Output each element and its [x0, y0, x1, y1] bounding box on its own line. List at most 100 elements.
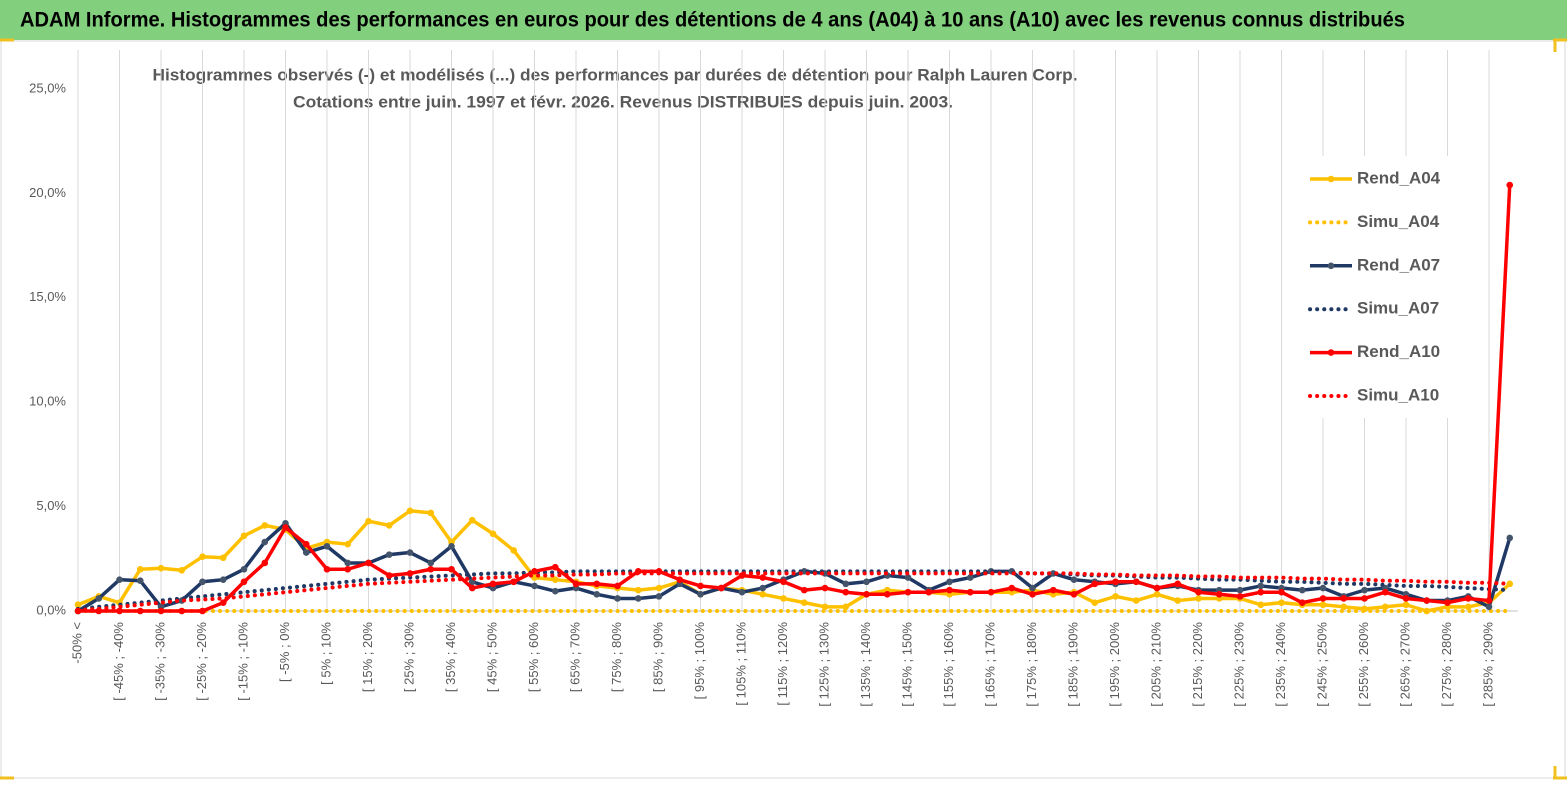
- y-tick-label: 15,0%: [29, 289, 66, 304]
- x-tick-label: [ 275% ; 280%: [1439, 622, 1454, 707]
- point: [385, 551, 393, 558]
- x-tick-label: [ 5% ; 10%: [318, 622, 333, 685]
- point: [551, 576, 559, 583]
- point: [199, 578, 206, 586]
- point: [489, 580, 497, 588]
- point: [365, 517, 372, 525]
- point: [759, 574, 767, 581]
- legend-label: Rend_A10: [1357, 342, 1440, 361]
- x-tick-label: [ 55% ; 60%: [526, 622, 541, 693]
- point: [593, 590, 601, 598]
- point: [1236, 593, 1244, 600]
- point: [946, 586, 953, 594]
- point: [240, 565, 248, 573]
- x-tick-label: [ 255% ; 260%: [1356, 622, 1371, 707]
- point: [1298, 586, 1306, 594]
- legend-label: Simu_A07: [1357, 299, 1439, 318]
- point: [1506, 534, 1514, 542]
- point: [489, 530, 497, 538]
- point: [531, 568, 538, 575]
- point: [863, 578, 870, 586]
- x-tick-label: [ 205% ; 210%: [1148, 622, 1163, 707]
- x-tick-label: [ 155% ; 160%: [941, 622, 956, 707]
- x-tick-label: [ 165% ; 170%: [982, 622, 997, 707]
- point: [780, 578, 787, 586]
- point: [219, 576, 227, 583]
- chart-title: ADAM Informe. Histogrammes des performan…: [20, 9, 1405, 32]
- series-line: [77, 509, 1511, 613]
- point: [551, 563, 559, 571]
- point: [593, 580, 601, 588]
- point: [800, 599, 808, 606]
- point: [1298, 599, 1306, 606]
- point: [406, 507, 414, 515]
- point: [904, 574, 912, 581]
- point: [95, 595, 103, 602]
- point: [842, 588, 850, 596]
- point: [510, 547, 518, 554]
- chart-subtitle: Cotations entre juin. 1997 et févr. 2026…: [293, 92, 953, 111]
- point: [468, 584, 476, 592]
- point: [1195, 588, 1202, 596]
- x-tick-label: [ 45% ; 50%: [484, 622, 499, 693]
- legend-marker: [1327, 175, 1335, 183]
- point: [406, 570, 414, 577]
- point: [676, 576, 684, 583]
- point: [883, 590, 891, 598]
- series-line: [78, 184, 1512, 613]
- point: [1464, 595, 1472, 602]
- point: [74, 601, 82, 609]
- point: [157, 564, 165, 572]
- legend-marker: [1327, 262, 1335, 270]
- point: [448, 542, 455, 550]
- point: [634, 586, 642, 594]
- point: [1319, 601, 1327, 609]
- point: [261, 522, 269, 529]
- point: [655, 593, 663, 600]
- x-tick-label: [ 35% ; 40%: [443, 622, 458, 693]
- point: [1008, 584, 1016, 592]
- point: [1506, 181, 1514, 189]
- x-tick-label: [ -15% ; -10%: [235, 622, 250, 701]
- point: [136, 565, 144, 573]
- x-tick-label: -50% <: [69, 622, 84, 664]
- series-line: [76, 569, 1512, 611]
- point: [1319, 584, 1327, 592]
- point: [1340, 603, 1348, 611]
- point: [1091, 599, 1099, 606]
- point: [385, 522, 393, 529]
- point: [966, 574, 974, 581]
- y-tick-label: 25,0%: [29, 80, 66, 95]
- point: [365, 559, 372, 567]
- point: [1278, 599, 1285, 606]
- x-tick-label: [ -45% ; -40%: [111, 622, 126, 701]
- point: [510, 578, 518, 586]
- point: [1485, 603, 1493, 611]
- x-tick-label: [ 185% ; 190%: [1065, 622, 1080, 707]
- point: [1174, 597, 1182, 604]
- point: [842, 603, 850, 611]
- point: [1070, 576, 1078, 583]
- point: [261, 559, 269, 567]
- x-tick-label: [ 95% ; 100%: [692, 622, 707, 700]
- point: [821, 584, 829, 592]
- point: [344, 565, 352, 573]
- x-tick-label: [ 15% ; 20%: [360, 622, 375, 693]
- point: [1195, 595, 1202, 602]
- x-tick-label: [ 265% ; 270%: [1397, 622, 1412, 707]
- point: [199, 553, 206, 561]
- point: [427, 509, 435, 517]
- point: [116, 607, 123, 615]
- point: [821, 603, 829, 611]
- point: [904, 588, 912, 596]
- legend: Rend_A04 Simu_A04 Rend_A07 Simu_A07 Rend_A10…: [1300, 156, 1460, 418]
- point: [759, 590, 767, 598]
- point: [219, 599, 227, 606]
- point: [1153, 590, 1161, 598]
- point: [1112, 593, 1119, 600]
- point: [323, 565, 331, 573]
- x-tick-label: [ 235% ; 240%: [1273, 622, 1288, 707]
- plot: [74, 181, 1514, 615]
- series-line: [76, 571, 1512, 612]
- point: [1340, 595, 1348, 602]
